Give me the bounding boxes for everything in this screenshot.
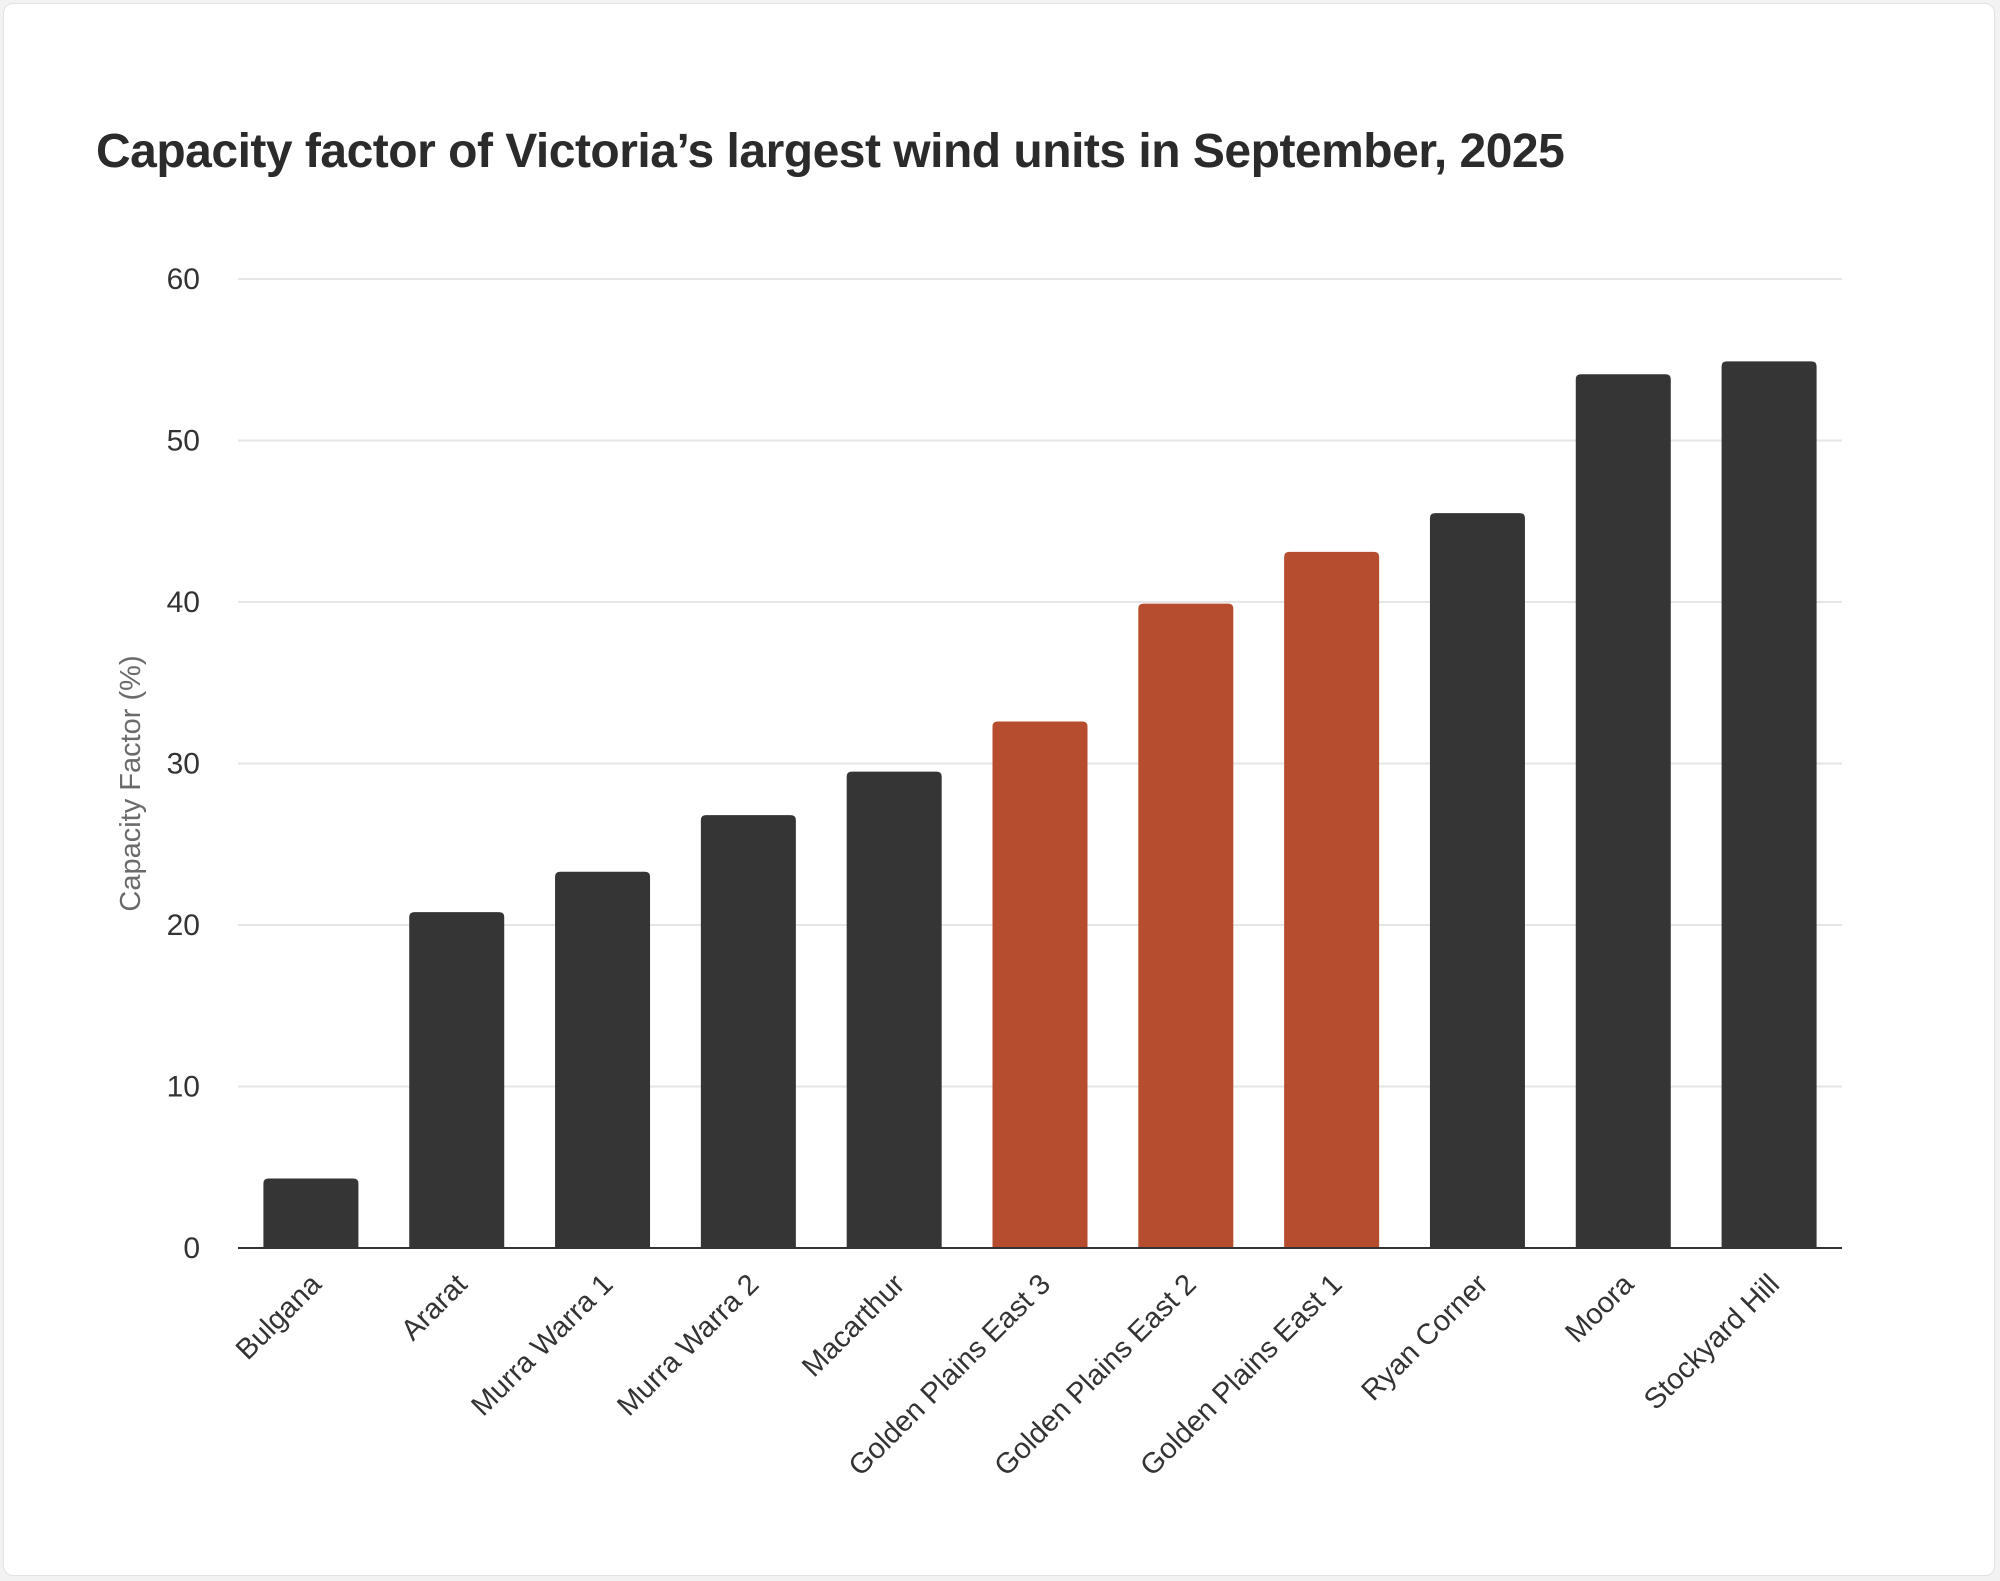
y-tick-label: 30: [167, 748, 200, 781]
bar-ryan-corner: [1429, 513, 1525, 1248]
bar-murra-warra-1: [555, 871, 651, 1248]
x-category-label: Stockyard Hill: [1638, 1268, 1786, 1416]
bar-golden-plains-east-1: [1284, 551, 1380, 1248]
bar-murra-warra-2: [700, 815, 796, 1248]
bar-golden-plains-east-2: [1138, 603, 1234, 1248]
bar-ararat: [409, 912, 505, 1248]
y-tick-label: 40: [167, 586, 200, 619]
x-category-label: Murra Warra 2: [611, 1268, 765, 1422]
y-tick-label: 50: [167, 425, 200, 458]
x-category-label: Ryan Corner: [1356, 1268, 1495, 1407]
bar-moora: [1575, 374, 1671, 1248]
x-category-label: Ararat: [395, 1268, 473, 1346]
y-tick-label: 60: [167, 263, 200, 296]
x-category-label: Macarthur: [796, 1268, 911, 1383]
y-tick-label: 10: [167, 1071, 200, 1104]
y-axis-ticks: 0 10 20 30 40 50 60: [167, 263, 200, 1265]
bar-golden-plains-east-3: [992, 721, 1088, 1248]
x-category-label: Murra Warra 1: [465, 1268, 619, 1422]
bars: [263, 361, 1817, 1248]
x-category-label: Bulgana: [230, 1268, 328, 1366]
bar-stockyard-hill: [1721, 361, 1817, 1248]
y-tick-label: 0: [183, 1232, 200, 1265]
x-category-label: Moora: [1559, 1268, 1640, 1349]
y-tick-label: 20: [167, 909, 200, 942]
chart-title: Capacity factor of Victoria’s largest wi…: [96, 125, 1565, 178]
bar-macarthur: [846, 771, 942, 1248]
bar-bulgana: [263, 1178, 359, 1248]
y-axis-title: Capacity Factor (%): [115, 655, 147, 911]
